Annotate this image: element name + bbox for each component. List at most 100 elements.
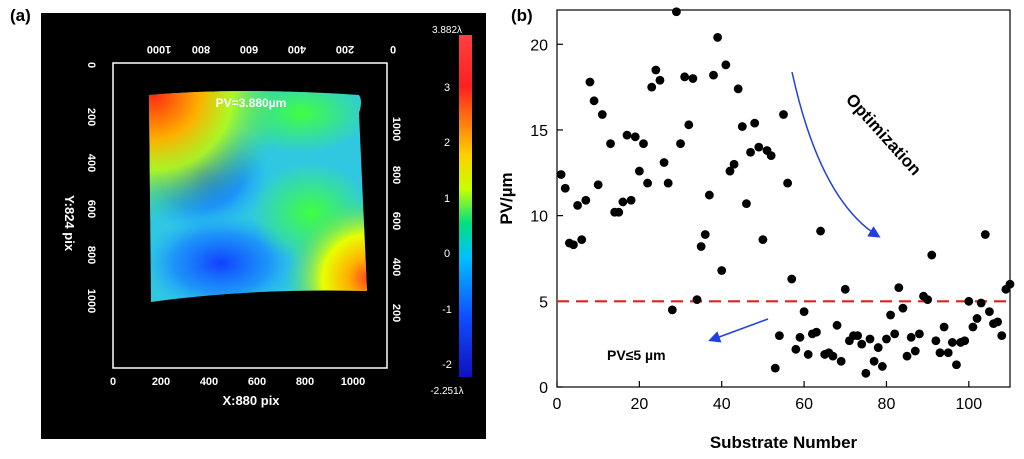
- data-point: [947, 338, 957, 347]
- data-point: [812, 327, 821, 337]
- threshold-arrow: [708, 318, 769, 343]
- data-point: [939, 322, 949, 332]
- data-point: [758, 235, 768, 245]
- data-point: [692, 295, 702, 305]
- data-point: [663, 178, 673, 188]
- data-point: [667, 305, 677, 315]
- data-point: [597, 110, 607, 119]
- data-point: [577, 235, 587, 245]
- data-point: [729, 159, 739, 169]
- y-axis-title: PV/µm: [497, 172, 516, 224]
- top-tick-label: 0: [390, 43, 396, 55]
- data-point: [803, 350, 813, 359]
- data-point: [606, 139, 615, 149]
- data-point: [952, 360, 961, 370]
- data-point: [770, 363, 780, 373]
- data-point: [655, 75, 665, 85]
- data-point: [869, 356, 879, 366]
- bottom-tick-label: 0: [110, 376, 116, 388]
- colorbar-tick-label: 2: [444, 137, 450, 149]
- data-point: [997, 331, 1007, 340]
- data-point: [873, 343, 883, 352]
- data-point: [853, 331, 863, 340]
- data-point: [725, 166, 735, 176]
- y-tick-label: 20: [530, 37, 548, 54]
- data-point: [902, 351, 912, 361]
- data-point: [700, 230, 710, 239]
- data-point: [791, 344, 801, 354]
- data-point: [787, 274, 797, 284]
- data-point: [943, 348, 953, 358]
- plot-frame: [556, 9, 1011, 388]
- y-tick-label: 15: [530, 123, 548, 140]
- data-point: [828, 351, 838, 361]
- data-point: [923, 295, 933, 305]
- data-point: [746, 147, 755, 157]
- data-point: [935, 348, 945, 358]
- left-tick-label: 400: [85, 154, 97, 172]
- pv-scatter-chart: 0 5 10 15 20 0 20 40 60 80 100 PV/µm Substrate Nu…: [497, 7, 1015, 452]
- left-tick-label: 0: [85, 62, 97, 68]
- threshold-annotation: PV≤5 µm: [607, 347, 666, 363]
- data-point: [721, 60, 731, 70]
- data-point: [651, 65, 661, 75]
- map-frame: [112, 62, 388, 369]
- panel-b-label: (b): [511, 6, 533, 25]
- top-tick-label: 600: [240, 43, 258, 55]
- x-axis-label: X:880 pix: [222, 393, 280, 408]
- left-tick-label: 200: [85, 108, 97, 126]
- colorbar-tick-label: -2: [442, 359, 452, 371]
- data-point: [898, 303, 908, 313]
- data-point: [647, 82, 657, 92]
- right-tick-label: 200: [390, 304, 402, 322]
- data-point: [684, 120, 694, 130]
- data-point: [639, 139, 648, 149]
- surface-heatmap: [149, 91, 367, 302]
- data-point: [643, 178, 652, 188]
- data-point: [906, 332, 916, 342]
- colorbar-tick-label: -1: [442, 304, 452, 316]
- data-point: [779, 110, 788, 119]
- surface-map-panel: PV=3.880µm 0 200 400 600 800 1000 X:880 …: [41, 13, 486, 439]
- data-point: [593, 180, 603, 190]
- data-point: [857, 339, 867, 349]
- data-point: [742, 199, 751, 209]
- data-point: [840, 284, 850, 294]
- data-point: [672, 7, 681, 17]
- data-point: [931, 336, 941, 346]
- left-tick-label: 1000: [85, 289, 97, 313]
- data-point: [581, 195, 591, 205]
- y-axis: 0 5 10 15 20: [530, 37, 563, 397]
- right-tick-label: 800: [390, 166, 402, 184]
- data-point: [585, 77, 595, 87]
- bottom-tick-label: 200: [152, 376, 170, 388]
- data-point: [754, 142, 764, 152]
- bottom-tick-label: 400: [200, 376, 218, 388]
- data-point: [861, 368, 871, 378]
- x-tick-label: 20: [630, 396, 648, 413]
- data-point: [688, 74, 698, 83]
- data-point: [614, 207, 624, 217]
- data-point: [573, 200, 582, 210]
- x-axis-title: Substrate Number: [710, 433, 858, 452]
- colorbar-tick-label: 1: [444, 193, 450, 205]
- data-point: [556, 170, 566, 179]
- data-point: [783, 178, 793, 188]
- data-point: [960, 336, 970, 346]
- x-tick-label: 100: [955, 396, 982, 413]
- data-point: [927, 250, 937, 260]
- x-axis: 0 20 40 60 80 100: [553, 381, 982, 413]
- panel-a-label: (a): [10, 6, 31, 25]
- data-point: [622, 130, 632, 140]
- data-point: [750, 118, 760, 128]
- data-point: [836, 356, 846, 366]
- data-point: [634, 166, 644, 176]
- x-tick-label: 0: [553, 396, 562, 413]
- top-tick-label: 1000: [147, 43, 171, 55]
- data-point: [737, 122, 747, 131]
- data-point: [659, 158, 669, 167]
- top-tick-label: 800: [192, 43, 210, 55]
- data-point: [877, 362, 887, 371]
- data-point: [894, 283, 904, 293]
- data-point: [799, 307, 809, 316]
